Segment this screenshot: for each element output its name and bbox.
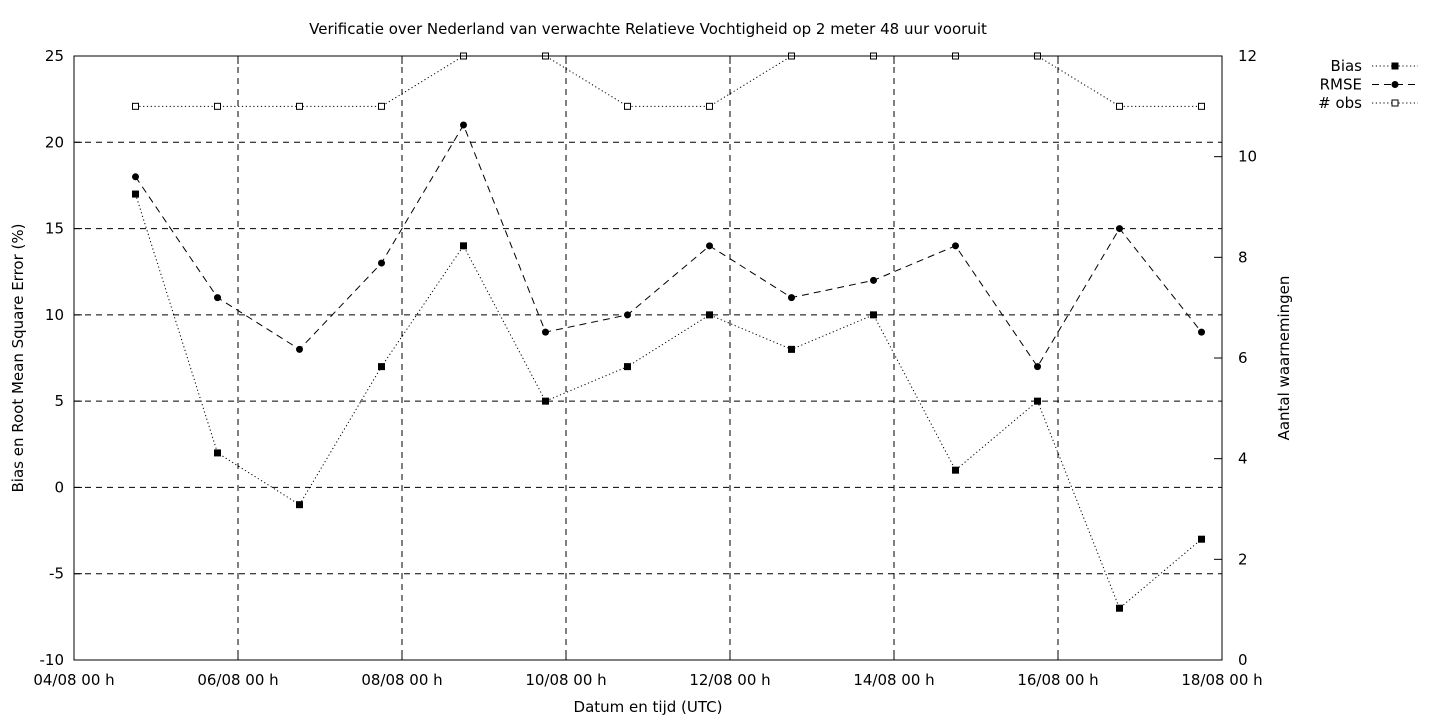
y-tick-label: 5 (54, 392, 64, 410)
data-point-obs (1116, 102, 1123, 110)
grid (74, 56, 1222, 660)
x-tick-label: 18/08 00 h (1181, 671, 1262, 689)
data-point-obs (214, 102, 221, 110)
y-tick-label: 20 (45, 133, 64, 151)
y2-tick-label: 4 (1238, 450, 1248, 468)
y2-tick-label: 6 (1238, 349, 1248, 367)
data-point-rmse (1198, 328, 1205, 336)
series-layer (132, 52, 1205, 612)
y2-tick-label: 10 (1238, 148, 1257, 166)
x-tick-label: 04/08 00 h (33, 671, 114, 689)
x-tick-label: 08/08 00 h (361, 671, 442, 689)
data-point-bias (624, 363, 631, 371)
x-tick-label: 12/08 00 h (689, 671, 770, 689)
data-point-obs (132, 102, 139, 110)
series-line-obs (135, 55, 1202, 107)
data-point-bias (542, 397, 549, 405)
y2-tick-label: 12 (1238, 47, 1257, 65)
plot-frame (73, 55, 1223, 661)
y2-axis-label: Aantal waarnemingen (1275, 276, 1293, 441)
series-line-bias (135, 193, 1202, 610)
data-point-bias (460, 242, 467, 250)
series-line-rmse (135, 123, 1202, 368)
series-rmse (132, 121, 1205, 371)
data-point-rmse (132, 173, 139, 181)
data-point-rmse (542, 328, 549, 336)
data-point-rmse (214, 294, 221, 302)
data-point-bias (870, 311, 877, 319)
data-point-rmse (1034, 363, 1041, 371)
series-obs (132, 52, 1205, 110)
data-point-bias (788, 345, 795, 353)
data-point-rmse (460, 121, 467, 129)
y-tick-label: 10 (45, 306, 64, 324)
legend-marker (1391, 62, 1399, 70)
y2-tick-label: 2 (1238, 550, 1248, 568)
y2-tick-label: 8 (1238, 248, 1248, 266)
y-tick-label: -5 (49, 565, 64, 583)
legend-label: RMSE (1320, 76, 1362, 94)
data-point-rmse (952, 242, 959, 250)
data-point-rmse (624, 311, 631, 319)
y-tick-label: 25 (45, 47, 64, 65)
data-point-obs (624, 102, 631, 110)
x-tick-label: 14/08 00 h (853, 671, 934, 689)
data-point-rmse (706, 242, 713, 250)
x-axis-label: Datum en tijd (UTC) (574, 698, 723, 716)
data-point-bias (296, 501, 303, 509)
data-point-rmse (1116, 225, 1123, 233)
data-point-bias (378, 363, 385, 371)
x-tick-label: 06/08 00 h (197, 671, 278, 689)
y-tick-label: 15 (45, 220, 64, 238)
y-tick-label: -10 (40, 651, 65, 669)
x-tick-label: 16/08 00 h (1017, 671, 1098, 689)
y2-tick-label: 0 (1238, 651, 1248, 669)
data-point-bias (1116, 604, 1123, 612)
data-point-bias (1034, 397, 1041, 405)
data-point-bias (214, 449, 221, 457)
data-point-rmse (788, 294, 795, 302)
y-axis-label: Bias en Root Mean Square Error (%) (9, 224, 27, 493)
data-point-obs (296, 102, 303, 110)
x-tick-label: 10/08 00 h (525, 671, 606, 689)
chart-title: Verificatie over Nederland van verwachte… (309, 20, 987, 38)
y-tick-label: 0 (54, 478, 64, 496)
data-point-obs (1198, 102, 1205, 110)
legend-label: Bias (1331, 57, 1363, 75)
data-point-bias (952, 466, 959, 474)
data-point-rmse (296, 345, 303, 353)
legend-marker (1391, 81, 1399, 88)
legend-label: # obs (1318, 94, 1362, 112)
data-point-rmse (870, 276, 877, 284)
data-point-rmse (378, 259, 385, 267)
legend-marker (1391, 99, 1399, 107)
data-point-obs (378, 102, 385, 110)
data-point-bias (706, 311, 713, 319)
data-point-bias (1198, 535, 1205, 543)
data-point-obs (706, 102, 713, 110)
data-point-bias (132, 190, 139, 198)
series-bias (132, 190, 1205, 612)
ticks: 04/08 00 h 06/08 00 h 08/08 00 h 10/08 00 h… (33, 47, 1262, 689)
